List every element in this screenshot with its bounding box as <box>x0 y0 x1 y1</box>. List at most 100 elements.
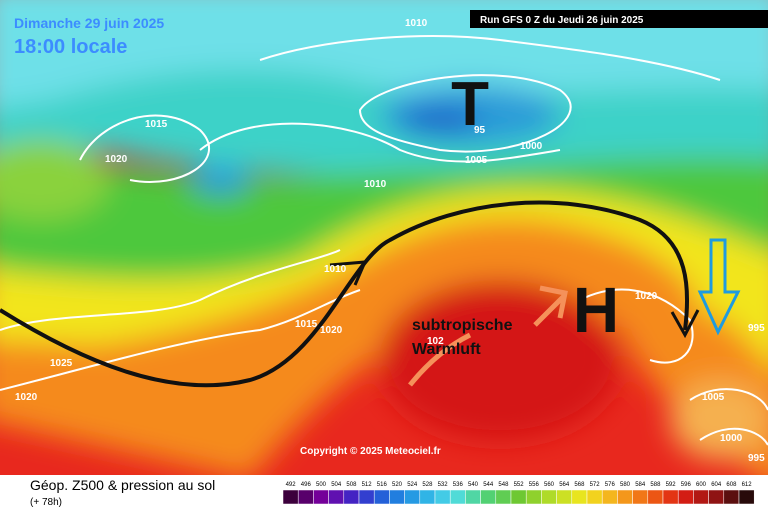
geopotential-field <box>0 0 768 485</box>
isobar-label: 1020 <box>320 325 343 336</box>
scale-swatch <box>343 489 360 505</box>
scale-label: 508 <box>346 482 357 488</box>
scale-label: 548 <box>498 482 509 488</box>
scale-label: 504 <box>331 482 342 488</box>
annotation: subtropische <box>412 317 513 334</box>
scale-label: 552 <box>514 482 525 488</box>
cold-air-arrow <box>697 238 741 336</box>
isobar-label: 995 <box>748 453 765 464</box>
scale-swatch <box>510 489 527 505</box>
isobar-label: 1000 <box>520 141 543 152</box>
scale-swatch <box>677 489 694 505</box>
scale-label: 536 <box>453 482 464 488</box>
scale-swatch <box>297 489 314 505</box>
scale-swatch <box>541 489 557 505</box>
scale-swatch <box>404 489 421 505</box>
legend-title: Géop. Z500 & pression au sol <box>30 477 215 493</box>
run-info: Run GFS 0 Z du Jeudi 26 juin 2025 <box>480 15 644 26</box>
legend-subtitle: (+ 78h) <box>30 497 62 508</box>
scale-swatch <box>358 489 375 505</box>
scale-swatch <box>601 489 618 505</box>
scale-label: 524 <box>407 482 418 488</box>
jet-stream <box>0 200 690 388</box>
scale-swatch <box>328 489 345 505</box>
scale-swatch <box>586 489 603 505</box>
jet-arrowhead <box>670 309 700 339</box>
scale-swatch <box>632 489 649 505</box>
scale-swatch <box>693 489 709 505</box>
scale-swatch <box>708 489 725 505</box>
isobar-label: 1010 <box>364 179 387 190</box>
scale-label: 580 <box>620 482 631 488</box>
scale-swatch <box>282 489 299 505</box>
scale-label: 596 <box>681 482 692 488</box>
scale-label: 556 <box>529 482 540 488</box>
scale-label: 592 <box>666 482 677 488</box>
warm-air-arrow <box>408 332 472 387</box>
isobar-label: 1020 <box>15 392 38 403</box>
isobar-label: 1015 <box>295 319 318 330</box>
scale-swatch <box>389 489 405 505</box>
scale-swatch <box>313 489 329 505</box>
jet-arrowhead <box>329 260 368 286</box>
isobar-label: 1020 <box>105 154 128 165</box>
low-pressure-symbol: T <box>451 70 489 139</box>
isobar-label: 1015 <box>145 119 168 130</box>
isobars <box>0 35 768 446</box>
scale-swatch <box>449 489 466 505</box>
scale-swatch <box>373 489 390 505</box>
date: Dimanche 29 juin 2025 <box>14 15 164 31</box>
scale-swatch <box>434 489 451 505</box>
scale-swatch <box>556 489 573 505</box>
scale-label: 496 <box>301 482 312 488</box>
scale-label: 540 <box>468 482 479 488</box>
isobar-label: 1000 <box>720 433 743 444</box>
scale-label: 564 <box>559 482 570 488</box>
isobar-label: 995 <box>748 323 765 334</box>
scale-swatch <box>647 489 664 505</box>
isobar-label: 1020 <box>635 291 658 302</box>
scale-label: 600 <box>696 482 707 488</box>
isobar-label: 1005 <box>465 155 488 166</box>
scale-label: 560 <box>544 482 555 488</box>
scale-label: 588 <box>650 482 661 488</box>
scale-label: 576 <box>605 482 616 488</box>
scale-swatch <box>723 489 740 505</box>
scale-label: 532 <box>438 482 449 488</box>
isobar-label: 1005 <box>702 392 725 403</box>
scale-label: 584 <box>635 482 646 488</box>
scale-label: 604 <box>711 482 722 488</box>
scale-label: 512 <box>362 482 373 488</box>
isobar-label: 1010 <box>405 18 428 29</box>
scale-label: 492 <box>286 482 297 488</box>
isobar-label: 1025 <box>50 358 73 369</box>
scale-label: 608 <box>726 482 737 488</box>
scale-swatch <box>571 489 588 505</box>
scale-label: 544 <box>483 482 494 488</box>
warm-air-arrowhead <box>539 285 568 319</box>
scale-label: 568 <box>574 482 585 488</box>
scale-swatch <box>480 489 497 505</box>
scale-swatch <box>617 489 633 505</box>
scale-swatch <box>738 489 755 505</box>
run-box <box>470 10 768 28</box>
isobar-label: 102 <box>427 336 444 347</box>
copyright: Copyright © 2025 Meteociel.fr <box>300 446 441 457</box>
scale-label: 520 <box>392 482 403 488</box>
scale-label: 500 <box>316 482 327 488</box>
scale-swatch <box>495 489 512 505</box>
scale-label: 612 <box>742 482 753 488</box>
isobar-label: 1010 <box>324 264 347 275</box>
time: 18:00 locale <box>14 36 127 58</box>
scale-label: 572 <box>590 482 601 488</box>
high-pressure-symbol: H <box>573 274 619 346</box>
scale-swatch <box>419 489 436 505</box>
annotation: Warmluft <box>412 341 481 358</box>
scale-swatch <box>662 489 679 505</box>
scale-swatch <box>525 489 542 505</box>
scale-label: 528 <box>422 482 433 488</box>
scale-label: 516 <box>377 482 388 488</box>
isobar-label: 95 <box>474 125 486 136</box>
